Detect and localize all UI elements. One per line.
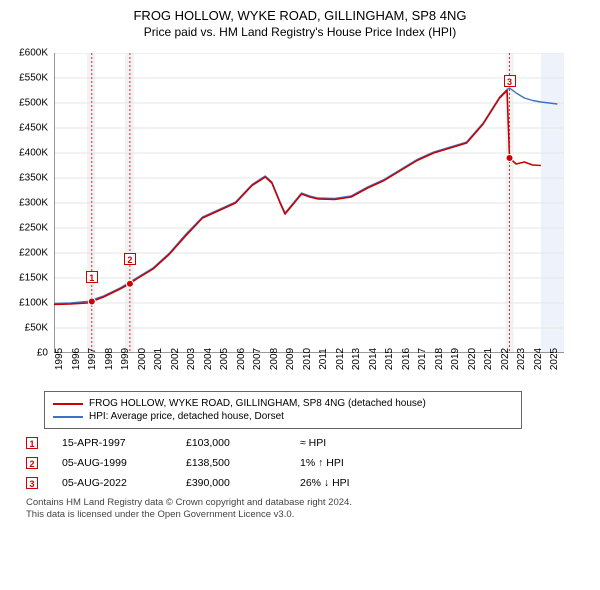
sale-marker-ref: 3 xyxy=(26,477,38,489)
y-tick-label: £500K xyxy=(8,98,48,109)
x-tick-label: 2018 xyxy=(434,348,445,370)
x-tick-label: 2005 xyxy=(219,348,230,370)
x-tick-label: 2019 xyxy=(450,348,461,370)
y-tick-label: £600K xyxy=(8,48,48,59)
x-tick-label: 2025 xyxy=(549,348,560,370)
x-tick-label: 2013 xyxy=(351,348,362,370)
chart-title: FROG HOLLOW, WYKE ROAD, GILLINGHAM, SP8 … xyxy=(0,8,600,23)
x-tick-label: 2023 xyxy=(516,348,527,370)
sale-price: £103,000 xyxy=(186,437,276,449)
sale-marker-2: 2 xyxy=(124,253,136,265)
sale-date: 15-APR-1997 xyxy=(62,437,162,449)
footer-line2: This data is licensed under the Open Gov… xyxy=(26,509,580,521)
sale-marker-1: 1 xyxy=(86,271,98,283)
x-tick-label: 2004 xyxy=(203,348,214,370)
sale-marker-ref: 2 xyxy=(26,457,38,469)
sale-date: 05-AUG-1999 xyxy=(62,457,162,469)
x-tick-label: 1999 xyxy=(120,348,131,370)
x-tick-label: 1995 xyxy=(54,348,65,370)
sale-marker-ref: 1 xyxy=(26,437,38,449)
sale-row: 1 15-APR-1997 £103,000 ≈ HPI xyxy=(26,437,580,449)
x-tick-label: 1997 xyxy=(87,348,98,370)
chart-area: £0 £50K £100K £150K £200K £250K £300K £350K £400… xyxy=(10,45,570,385)
y-tick-label: £450K xyxy=(8,123,48,134)
x-tick-label: 2001 xyxy=(153,348,164,370)
y-tick-label: £150K xyxy=(8,273,48,284)
sale-hpi-note: ≈ HPI xyxy=(300,437,326,449)
sale-row: 3 05-AUG-2022 £390,000 26% ↓ HPI xyxy=(26,477,580,489)
y-tick-label: £250K xyxy=(8,223,48,234)
x-tick-label: 2022 xyxy=(500,348,511,370)
legend-item: FROG HOLLOW, WYKE ROAD, GILLINGHAM, SP8 … xyxy=(53,398,513,409)
footer-line1: Contains HM Land Registry data © Crown c… xyxy=(26,497,580,509)
x-tick-label: 2017 xyxy=(417,348,428,370)
y-tick-label: £200K xyxy=(8,248,48,259)
x-tick-label: 2002 xyxy=(170,348,181,370)
y-tick-label: £350K xyxy=(8,173,48,184)
x-tick-label: 2000 xyxy=(137,348,148,370)
x-tick-label: 2011 xyxy=(318,348,329,370)
sale-hpi-note: 1% ↑ HPI xyxy=(300,457,344,469)
legend-swatch xyxy=(53,416,83,418)
sale-hpi-note: 26% ↓ HPI xyxy=(300,477,350,489)
y-tick-label: £550K xyxy=(8,73,48,84)
sale-date: 05-AUG-2022 xyxy=(62,477,162,489)
x-tick-label: 2007 xyxy=(252,348,263,370)
plot-svg xyxy=(54,53,564,353)
sale-marker-3: 3 xyxy=(504,75,516,87)
x-tick-label: 2003 xyxy=(186,348,197,370)
sales-table: 1 15-APR-1997 £103,000 ≈ HPI 2 05-AUG-1999 £13… xyxy=(26,437,580,489)
x-tick-label: 1996 xyxy=(71,348,82,370)
x-tick-label: 2015 xyxy=(384,348,395,370)
x-tick-label: 2009 xyxy=(285,348,296,370)
footer-note: Contains HM Land Registry data © Crown c… xyxy=(26,497,580,522)
legend-swatch xyxy=(53,403,83,405)
x-tick-label: 2012 xyxy=(335,348,346,370)
y-tick-label: £400K xyxy=(8,148,48,159)
x-tick-label: 2024 xyxy=(533,348,544,370)
sale-price: £390,000 xyxy=(186,477,276,489)
x-tick-label: 1998 xyxy=(104,348,115,370)
x-tick-label: 2021 xyxy=(483,348,494,370)
x-tick-label: 2010 xyxy=(302,348,313,370)
legend: FROG HOLLOW, WYKE ROAD, GILLINGHAM, SP8 … xyxy=(44,391,522,429)
sale-price: £138,500 xyxy=(186,457,276,469)
y-tick-label: £50K xyxy=(8,323,48,334)
x-tick-label: 2016 xyxy=(401,348,412,370)
x-tick-label: 2008 xyxy=(269,348,280,370)
chart-subtitle: Price paid vs. HM Land Registry's House … xyxy=(0,25,600,39)
y-tick-label: £0 xyxy=(8,348,48,359)
sale-row: 2 05-AUG-1999 £138,500 1% ↑ HPI xyxy=(26,457,580,469)
x-tick-label: 2014 xyxy=(368,348,379,370)
y-tick-label: £100K xyxy=(8,298,48,309)
x-tick-label: 2020 xyxy=(467,348,478,370)
legend-item: HPI: Average price, detached house, Dors… xyxy=(53,411,513,422)
y-tick-label: £300K xyxy=(8,198,48,209)
legend-label: FROG HOLLOW, WYKE ROAD, GILLINGHAM, SP8 … xyxy=(89,398,426,409)
x-tick-label: 2006 xyxy=(236,348,247,370)
legend-label: HPI: Average price, detached house, Dors… xyxy=(89,411,284,422)
